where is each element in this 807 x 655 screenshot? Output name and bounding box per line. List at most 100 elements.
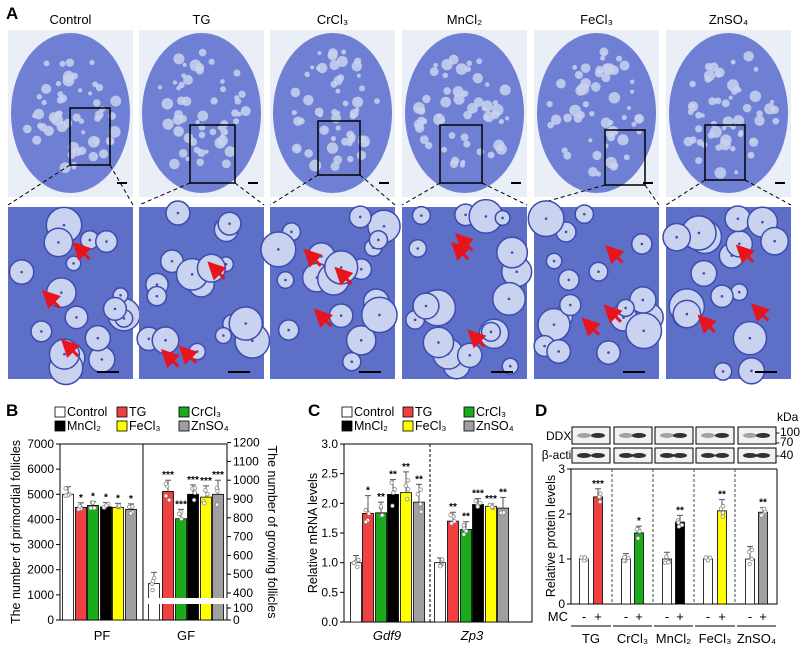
follicle [326, 142, 339, 154]
follicle [240, 106, 251, 117]
nucleus [60, 291, 63, 294]
nucleus [284, 278, 287, 282]
nucleus [640, 242, 644, 246]
follicle [689, 80, 696, 88]
x-group-label: MnCl₂ [656, 631, 691, 646]
treatment-sign: + [718, 609, 726, 624]
data-point [749, 556, 755, 562]
follicle [356, 150, 367, 160]
blot-band [632, 433, 646, 438]
significance-mark: ** [499, 487, 507, 498]
y-axis-label: Relative mRNA levels [306, 473, 320, 593]
follicle [749, 90, 762, 103]
bar [125, 508, 137, 621]
nucleus [119, 294, 122, 297]
follicle [214, 137, 226, 149]
follicle [41, 83, 52, 95]
legend-label: MnCl₂ [67, 419, 101, 433]
legend-swatch [341, 406, 353, 418]
nucleus [736, 217, 740, 221]
follicle [374, 98, 380, 105]
data-point [501, 510, 506, 515]
follicle [55, 80, 62, 87]
nucleus [510, 251, 514, 254]
blot-band [673, 453, 687, 458]
nucleus [377, 238, 380, 242]
follicle [770, 105, 779, 114]
treatment-sign: + [594, 609, 602, 624]
bar [579, 558, 589, 605]
follicle [495, 143, 507, 155]
follicle [747, 151, 755, 159]
legend-swatch [463, 406, 475, 418]
follicle [98, 149, 109, 159]
zoom-line [234, 182, 265, 206]
follicle [695, 125, 703, 133]
follicle [223, 130, 228, 136]
y2-tick-label: 800 [233, 511, 253, 525]
zoom-line [533, 184, 606, 206]
y2-tick-label: 1000 [233, 473, 260, 487]
nucleus [57, 241, 60, 244]
x-group-label: TG [582, 631, 600, 646]
panel-c-chart: Control TG CrCl₃ MnCl₂ FeCl₃ ZnSO₄ 0.0 0.5 1.0 1.… [306, 405, 533, 643]
nucleus [72, 262, 75, 265]
follicle [473, 97, 484, 107]
data-point [452, 519, 457, 524]
nucleus [507, 297, 511, 301]
data-point [403, 483, 408, 488]
x-group-label: CrCl₃ [617, 631, 648, 646]
nucleus [100, 358, 104, 361]
y-tick-label: 3000 [27, 538, 54, 552]
nucleus [508, 364, 512, 368]
significance-mark: ** [402, 462, 410, 473]
panel-label-a: A [6, 4, 18, 23]
follicle [727, 79, 739, 92]
blot-label: β-actin [542, 448, 578, 462]
bar [634, 532, 644, 605]
bar [362, 513, 374, 623]
follicle [22, 124, 32, 134]
follicle [572, 65, 578, 70]
follicle [341, 49, 347, 55]
follicle [683, 136, 694, 147]
follicle [342, 100, 349, 107]
follicle [608, 91, 621, 104]
nucleus [761, 220, 764, 224]
follicle [95, 83, 104, 92]
data-point [473, 498, 478, 504]
magnified-image [136, 200, 271, 379]
data-point [392, 487, 398, 492]
follicle [733, 115, 745, 127]
nucleus [339, 266, 343, 269]
y-tick-label: 3.0 [321, 437, 338, 451]
follicle [38, 123, 48, 132]
data-point [749, 547, 755, 553]
data-point [720, 510, 726, 516]
nucleus [155, 283, 159, 286]
follicle [197, 110, 209, 122]
follicle [176, 96, 186, 106]
red-arrow-icon [60, 338, 81, 359]
follicle [157, 85, 163, 90]
nucleus [515, 270, 519, 274]
data-point [676, 520, 681, 525]
follicle [88, 151, 99, 162]
nucleus [721, 370, 725, 373]
data-point [478, 500, 483, 506]
follicle [498, 119, 504, 125]
follicle [714, 97, 722, 105]
follicle [589, 111, 595, 117]
follicle [459, 162, 465, 168]
follicle [577, 83, 590, 95]
data-point [166, 497, 172, 503]
panel-label-d: D [535, 401, 547, 420]
column-title: CrCl₃ [317, 12, 348, 27]
follicle [563, 151, 572, 160]
nucleus [320, 255, 323, 258]
nucleus [468, 354, 472, 357]
nucleus [748, 336, 752, 340]
bar [662, 558, 672, 605]
data-point [163, 493, 169, 499]
